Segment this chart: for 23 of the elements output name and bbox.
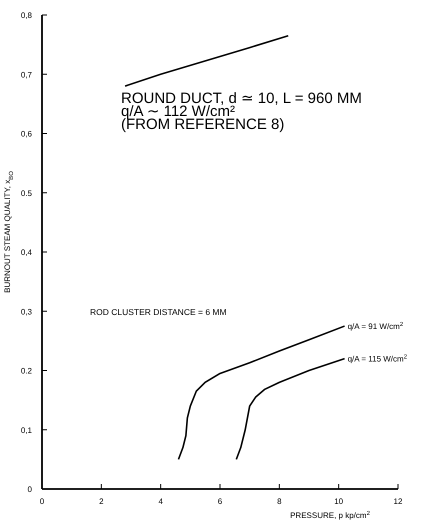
y-tick-label: 0,3 [20,307,33,316]
line-series [124,34,290,87]
y-tick-label: 0,1 [20,426,33,435]
series-label: q/A = 115 W/cm$^{2}$ [348,354,408,364]
x-tick-label: 4 [158,497,164,506]
y-tick-label: 0.5 [20,188,33,198]
x-axis-title: PRESSURE, p kp/cm$^{2}$ [290,510,371,520]
y-tick-label: 0,6 [20,130,33,138]
x-tick-label: 2 [99,497,104,506]
y-tick-label: 0,4 [20,248,33,257]
line-series [178,325,346,460]
x-tick-label: 6 [218,497,223,506]
y-tick-label: 0.2 [20,366,33,376]
y-tick-label: 0,8 [20,11,33,20]
y-tick-label: 0 [28,485,33,494]
x-tick-label: 0 [40,497,45,506]
annotation: ROD CLUSTER DISTANCE = 6 MM [90,307,227,317]
y-tick-label: 0,7 [20,70,33,80]
x-tick-label: 10 [334,497,344,506]
x-tick-label: 12 [394,497,403,506]
x-tick-label: 8 [277,497,282,506]
line-series [236,358,346,460]
series-label: q/A = 91 W/cm$^{2}$ [348,321,404,332]
